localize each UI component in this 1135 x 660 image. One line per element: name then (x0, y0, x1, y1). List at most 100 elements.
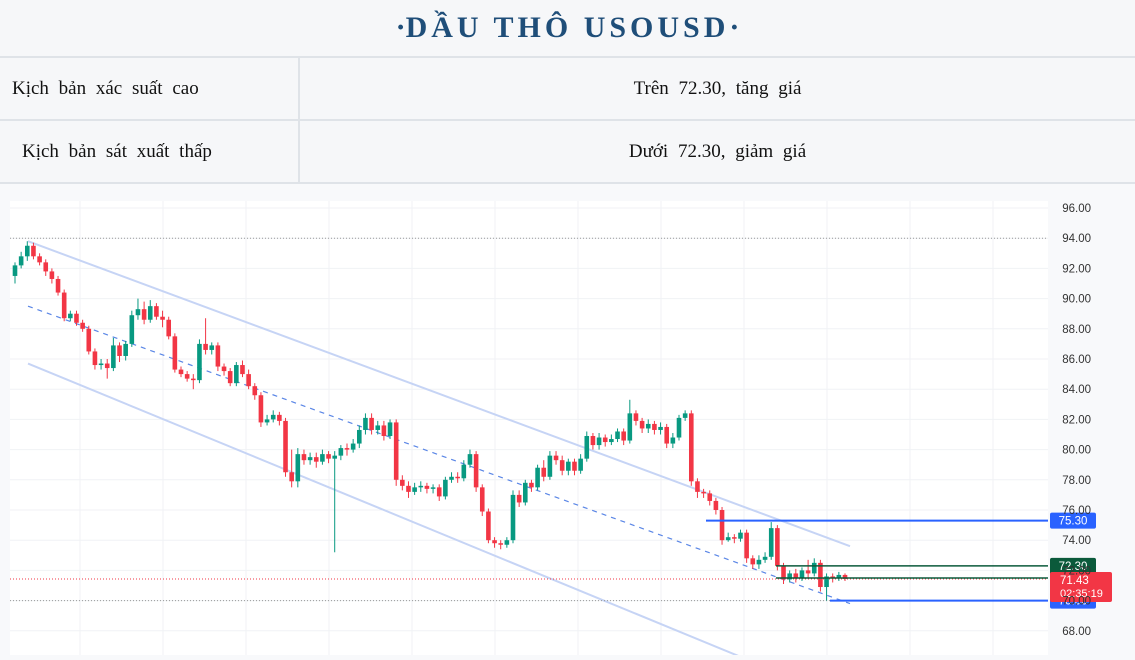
candle[interactable] (338, 445, 344, 461)
candle[interactable] (461, 460, 467, 482)
candle[interactable] (719, 506, 725, 545)
candle[interactable] (553, 451, 559, 465)
candle[interactable] (516, 490, 522, 507)
candle[interactable] (264, 414, 270, 426)
candle[interactable] (197, 339, 202, 384)
candle[interactable] (793, 568, 799, 583)
candle[interactable] (215, 342, 221, 372)
candle[interactable] (80, 319, 85, 332)
candle[interactable] (172, 333, 178, 373)
candle[interactable] (750, 555, 756, 569)
candle[interactable] (818, 559, 823, 592)
candle[interactable] (332, 451, 338, 553)
candle[interactable] (387, 419, 393, 440)
candle[interactable] (289, 449, 294, 488)
candle[interactable] (664, 423, 670, 449)
candle[interactable] (313, 452, 319, 468)
candle[interactable] (412, 482, 417, 495)
candle[interactable] (615, 428, 620, 443)
candle[interactable] (842, 573, 848, 581)
candle[interactable] (369, 413, 374, 435)
candle[interactable] (541, 460, 547, 482)
candle[interactable] (732, 534, 737, 544)
candle[interactable] (277, 411, 282, 426)
candle[interactable] (498, 540, 504, 550)
candle[interactable] (344, 443, 350, 456)
candle[interactable] (701, 488, 706, 498)
candle[interactable] (61, 289, 67, 322)
candle[interactable] (602, 434, 608, 447)
candle[interactable] (270, 410, 276, 423)
candle[interactable] (203, 318, 208, 355)
candle[interactable] (510, 490, 516, 544)
candle[interactable] (559, 455, 565, 476)
candle[interactable] (486, 508, 491, 544)
candle[interactable] (363, 413, 368, 435)
candle[interactable] (590, 432, 596, 450)
candle[interactable] (55, 275, 61, 296)
candle[interactable] (670, 432, 676, 449)
candle[interactable] (479, 484, 485, 517)
candle[interactable] (725, 532, 731, 542)
candle[interactable] (86, 325, 92, 355)
candle[interactable] (141, 301, 147, 325)
candle[interactable] (246, 369, 251, 390)
candle[interactable] (652, 420, 657, 435)
candle[interactable] (504, 537, 510, 548)
candle[interactable] (221, 363, 227, 376)
candle[interactable] (258, 392, 264, 427)
candle[interactable] (744, 529, 749, 563)
candle[interactable] (147, 300, 153, 323)
candle[interactable] (240, 360, 245, 378)
candle[interactable] (424, 482, 430, 494)
candle[interactable] (252, 383, 258, 400)
candle[interactable] (154, 303, 159, 320)
candle[interactable] (467, 449, 473, 468)
candle[interactable] (768, 522, 774, 560)
candle[interactable] (135, 298, 141, 320)
candle[interactable] (160, 310, 165, 328)
candle[interactable] (658, 422, 663, 435)
candle[interactable] (18, 251, 24, 269)
candle[interactable] (436, 484, 442, 501)
candle[interactable] (627, 399, 633, 444)
candle[interactable] (639, 417, 645, 433)
candle[interactable] (104, 359, 110, 379)
candle[interactable] (584, 431, 590, 462)
candle[interactable] (12, 262, 18, 284)
candle[interactable] (92, 348, 98, 370)
candle[interactable] (682, 410, 688, 421)
candle[interactable] (178, 366, 184, 378)
candle[interactable] (738, 529, 743, 542)
candle[interactable] (418, 481, 424, 492)
candle[interactable] (645, 419, 651, 433)
candle[interactable] (68, 310, 73, 322)
candle[interactable] (375, 420, 381, 435)
candle[interactable] (529, 479, 534, 492)
candle[interactable] (775, 525, 780, 571)
candle[interactable] (166, 316, 172, 340)
candle[interactable] (572, 458, 577, 476)
candle[interactable] (799, 567, 805, 581)
candle[interactable] (596, 432, 602, 450)
candle[interactable] (234, 362, 239, 387)
candle[interactable] (492, 537, 497, 548)
candle[interactable] (547, 451, 553, 480)
candle[interactable] (443, 476, 448, 500)
candle[interactable] (688, 410, 694, 486)
candle[interactable] (326, 451, 331, 464)
candle[interactable] (129, 310, 135, 347)
candle[interactable] (190, 374, 196, 390)
candle[interactable] (98, 359, 104, 370)
candle[interactable] (49, 268, 55, 284)
candle[interactable] (123, 340, 128, 361)
candle[interactable] (74, 310, 79, 326)
candle[interactable] (117, 342, 122, 363)
candle[interactable] (566, 458, 571, 476)
candle[interactable] (295, 448, 301, 488)
candle[interactable] (762, 552, 768, 563)
candle[interactable] (400, 475, 405, 491)
candle[interactable] (37, 253, 42, 266)
candle[interactable] (283, 417, 288, 477)
